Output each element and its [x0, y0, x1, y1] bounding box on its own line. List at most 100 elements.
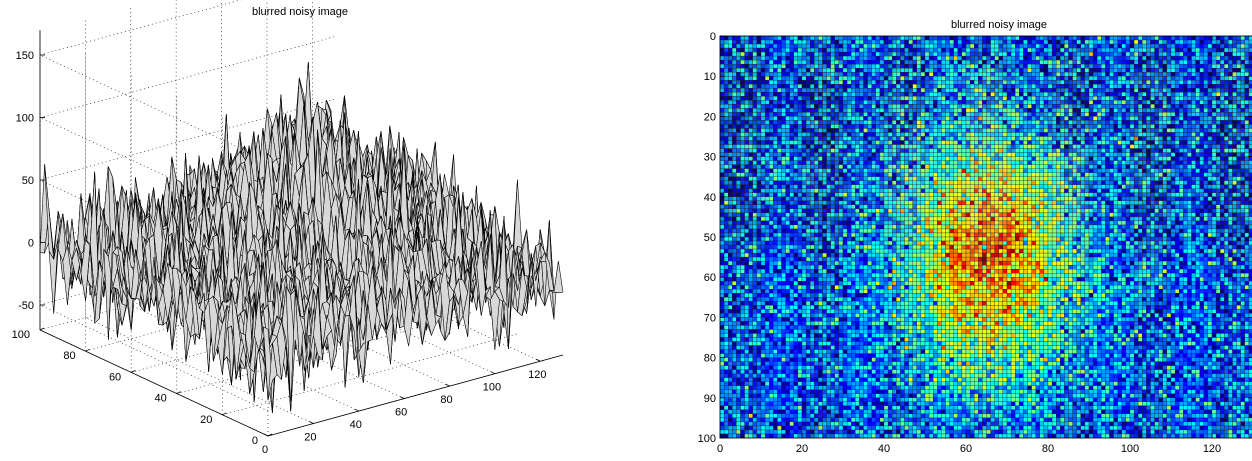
heatmap-cell [913, 80, 917, 84]
heatmap-cell [876, 64, 880, 68]
heatmap-cell [917, 36, 921, 40]
heatmap-cell [1183, 48, 1187, 52]
heatmap-cell [1212, 44, 1216, 48]
heatmap-cell [941, 48, 945, 52]
heatmap-cell [1179, 64, 1183, 68]
heatmap-cell [851, 48, 855, 52]
heatmap-cell [1056, 84, 1060, 88]
heatmap-cell [1060, 80, 1064, 84]
heatmap-cell [1171, 56, 1175, 60]
surface-facet [554, 261, 563, 293]
heatmap-cell [925, 56, 929, 60]
heatmap-cell [1069, 68, 1073, 72]
heatmap-cell [1003, 48, 1007, 52]
heatmap-cell [1220, 36, 1224, 40]
heatmap-cell [958, 44, 962, 48]
heatmap-cell [794, 52, 798, 56]
heatmap-cell [1101, 40, 1105, 44]
heatmap-cell [909, 84, 913, 88]
heatmap-cell [786, 60, 790, 64]
heatmap-cell [736, 72, 740, 76]
heatmap-cell [831, 44, 835, 48]
heatmap-cell [1130, 84, 1134, 88]
heatmap-cell [1003, 76, 1007, 80]
heatmap-cell [1101, 84, 1105, 88]
heatmap-cell [720, 68, 724, 72]
heatmap-cell [892, 72, 896, 76]
heatmap-cell [777, 48, 781, 52]
heatmap-cell [999, 48, 1003, 52]
heatmap-cell [937, 64, 941, 68]
heatmap-cell [1019, 56, 1023, 60]
heatmap-cell [999, 64, 1003, 68]
heatmap-cell [1122, 56, 1126, 60]
heatmap-cell [1216, 56, 1220, 60]
heatmap-cell [827, 72, 831, 76]
heatmap-cell [1069, 48, 1073, 52]
heatmap-cell [769, 72, 773, 76]
heatmap-cell [1036, 72, 1040, 76]
heatmap-cell [1052, 84, 1056, 88]
heatmap-cell [1048, 68, 1052, 72]
heatmap-cell [1196, 36, 1200, 40]
heatmap-cell [749, 52, 753, 56]
heatmap-cell [1073, 68, 1077, 72]
heatmap-cell [995, 80, 999, 84]
heatmap-cell [1036, 76, 1040, 80]
heatmap-cell [847, 72, 851, 76]
heatmap-cell [1237, 44, 1241, 48]
heatmap-cell [1122, 76, 1126, 80]
heatmap-cell [1007, 48, 1011, 52]
heatmap-cell [810, 60, 814, 64]
heatmap-cell [1011, 68, 1015, 72]
heatmap-cell [958, 60, 962, 64]
heatmap-cell [851, 80, 855, 84]
heatmap-cell [905, 60, 909, 64]
y-tick-label: 80 [63, 350, 75, 362]
heatmap-cell [1097, 36, 1101, 40]
heatmap-cell [905, 68, 909, 72]
heatmap-cell [970, 64, 974, 68]
heatmap-cell [1163, 76, 1167, 80]
heatmap-cell [835, 44, 839, 48]
heatmap-cell [720, 84, 724, 88]
heatmap-cell [946, 60, 950, 64]
heatmap-cell [1183, 80, 1187, 84]
heatmap-cell [1130, 80, 1134, 84]
heatmap-cell [1224, 44, 1228, 48]
heatmap-cell [728, 64, 732, 68]
heatmap-cell [786, 48, 790, 52]
heatmap-cell [790, 64, 794, 68]
heatmap-cell [1179, 52, 1183, 56]
heatmap-cell [843, 80, 847, 84]
heatmap-cell [757, 36, 761, 40]
heatmap-cell [1208, 60, 1212, 64]
heatmap-cell [831, 72, 835, 76]
heatmap-cell [1114, 60, 1118, 64]
y-tick [40, 328, 44, 330]
heatmap-cell [1015, 48, 1019, 52]
heatmap-cell [1019, 76, 1023, 80]
heatmap-cell [1114, 56, 1118, 60]
heatmap-cell [1151, 60, 1155, 64]
heatmap-cell [991, 80, 995, 84]
heatmap-cell [1192, 48, 1196, 52]
heatmap-cell [1048, 48, 1052, 52]
heatmap-cell [810, 36, 814, 40]
heatmap-cell [1163, 52, 1167, 56]
heatmap-cell [987, 48, 991, 52]
heatmap-cell [1187, 72, 1191, 76]
heatmap-cell [814, 80, 818, 84]
heatmap-cell [1044, 44, 1048, 48]
heatmap-cell [749, 64, 753, 68]
heatmap-cell [1245, 52, 1249, 56]
x-tick-label: 60 [395, 407, 407, 419]
heatmap-cell [937, 52, 941, 56]
heatmap-cell [1208, 76, 1212, 80]
heatmap-cell [831, 48, 835, 52]
heatmap-cell [761, 80, 765, 84]
heatmap-cell [827, 44, 831, 48]
heatmap-cell [1233, 72, 1237, 76]
heatmap-cell [1089, 36, 1093, 40]
heatmap-cell [1097, 48, 1101, 52]
